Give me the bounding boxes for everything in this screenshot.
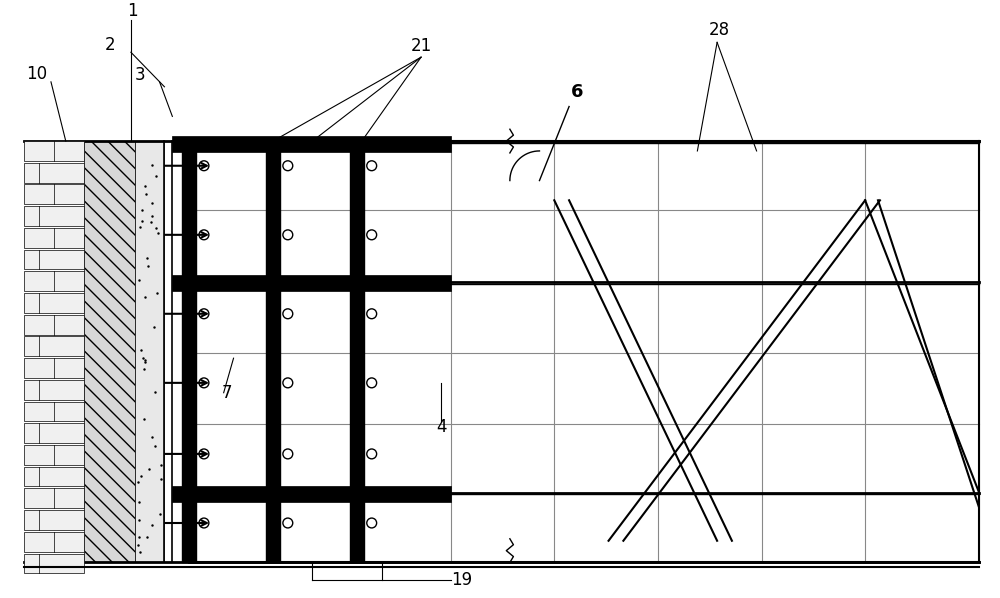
Bar [24,206,84,226]
Bar [24,510,84,530]
Bar [24,315,84,334]
Bar [24,337,84,356]
Bar [135,141,164,563]
Text: 10: 10 [26,65,47,83]
Bar [172,487,451,502]
Bar [24,423,84,443]
Bar [24,445,84,465]
Bar [266,141,280,563]
Text: 21: 21 [411,37,432,55]
Text: 1: 1 [127,2,138,20]
Bar [24,228,84,248]
Bar [24,141,84,161]
Text: 3: 3 [135,66,145,84]
Text: 19: 19 [451,571,472,589]
Bar [24,489,84,508]
Text: 7: 7 [222,384,232,402]
Text: 4: 4 [436,418,446,436]
Bar [24,402,84,422]
Bar [24,380,84,399]
Text: 2: 2 [105,36,116,54]
Bar [24,249,84,269]
Bar [172,275,451,291]
Bar [24,163,84,182]
Bar [24,532,84,551]
Bar [24,185,84,205]
Bar [350,141,364,563]
Text: 28: 28 [709,22,730,39]
Bar [24,358,84,378]
Bar [182,141,196,563]
Bar [24,554,84,573]
Bar [84,141,135,563]
Bar [24,467,84,487]
Text: 6: 6 [571,83,584,100]
Bar [172,136,451,152]
Bar [24,293,84,313]
Bar [24,271,84,291]
